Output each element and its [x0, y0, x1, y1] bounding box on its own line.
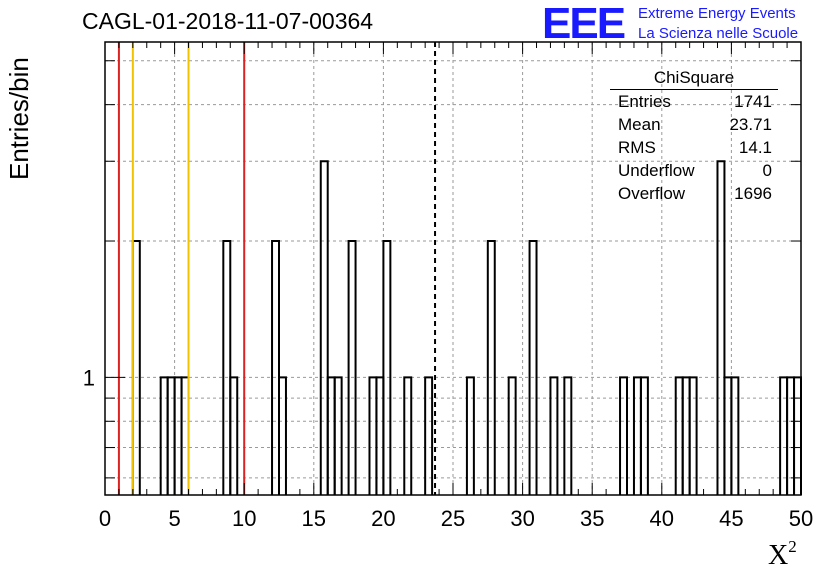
histogram-bin	[403, 376, 413, 495]
x-axis-label-symbol: X	[768, 540, 789, 571]
grid	[104, 42, 802, 495]
chart-title: CAGL-01-2018-11-07-00364	[82, 8, 374, 34]
histogram-bin	[271, 240, 280, 495]
histogram-bin	[793, 376, 802, 495]
stats-row: Underflow 0	[610, 159, 778, 182]
histogram-bin	[333, 376, 343, 495]
stats-value: 1696	[734, 184, 772, 203]
histogram-bin	[131, 240, 141, 495]
stats-row: RMS 14.1	[610, 136, 778, 159]
histogram-bin	[674, 376, 684, 495]
histogram-bin	[173, 376, 183, 495]
histogram-bin	[716, 160, 726, 495]
histogram-bin	[779, 376, 789, 495]
y-tick-label: 1	[83, 365, 95, 390]
histogram-bin	[486, 240, 496, 495]
x-tick-label: 50	[789, 506, 813, 531]
stats-box: ChiSquare Entries 1741 Mean 23.71 RMS 14.1 …	[610, 66, 778, 205]
logo-line-1: Extreme Energy Events	[638, 5, 796, 22]
logo-line-2: La Scienza nelle Scuole	[638, 25, 799, 42]
x-tick-label: 30	[510, 506, 534, 531]
histogram-bars	[131, 160, 802, 495]
stats-title: ChiSquare	[610, 66, 778, 90]
histogram-bin	[632, 376, 642, 495]
x-axis-label: X2	[768, 537, 797, 572]
stats-label: RMS	[618, 138, 656, 157]
histogram-bin	[229, 376, 239, 495]
x-tick-label: 40	[650, 506, 674, 531]
histogram-bin	[347, 240, 357, 495]
stats-label: Overflow	[618, 184, 686, 203]
histogram-bin	[619, 376, 628, 495]
histogram-bin	[375, 376, 385, 495]
histogram-bin	[723, 376, 733, 495]
histogram-bin	[382, 240, 392, 495]
histogram-bin	[563, 376, 573, 495]
stats-row: Overflow 1696	[610, 182, 778, 205]
histogram-bin	[222, 240, 232, 495]
stats-value: 14.1	[738, 138, 772, 157]
histogram-bin	[319, 160, 329, 495]
stats-label: Entries	[618, 92, 671, 111]
x-axis-label-exponent: 2	[788, 537, 797, 556]
histogram-bin	[730, 376, 740, 495]
x-tick-label: 0	[99, 506, 111, 531]
stats-row: Entries 1741	[610, 90, 778, 113]
histogram-bin	[465, 376, 475, 495]
stats-row: Mean 23.71	[610, 113, 778, 136]
x-tick-label: 35	[580, 506, 604, 531]
histogram-bin	[424, 376, 434, 495]
stats-label: Underflow	[618, 161, 695, 180]
x-tick-label: 20	[371, 506, 395, 531]
stats-value: 0	[762, 161, 772, 180]
histogram-bin	[507, 376, 517, 495]
marker-lines	[117, 42, 437, 495]
x-tick-label: 10	[232, 506, 256, 531]
histogram-bin	[368, 376, 378, 495]
histogram-bin	[180, 376, 190, 495]
histogram-bin	[528, 240, 538, 495]
histogram-bin	[681, 376, 691, 495]
stats-value: 1741	[734, 92, 772, 111]
histogram-bin	[786, 376, 796, 495]
stats-value: 23.71	[729, 115, 772, 134]
histogram-bin	[326, 376, 336, 495]
y-axis-label: Entries/bin	[4, 57, 34, 180]
histogram-bin	[278, 376, 287, 495]
histogram-bin	[639, 376, 649, 495]
x-tick-label: 5	[168, 506, 180, 531]
histogram-bin	[688, 376, 698, 495]
histogram-bin	[166, 376, 176, 495]
x-tick-label: 15	[302, 506, 326, 531]
x-tick-label: 25	[441, 506, 465, 531]
axis-ticks: 0 5 10 15 20 25 30 35 40 45 50 1	[83, 42, 813, 531]
eee-logo-mark: EEE	[542, 0, 626, 48]
histogram-bin	[549, 376, 559, 495]
histogram-bin	[159, 376, 169, 495]
stats-label: Mean	[618, 115, 661, 134]
x-tick-label: 45	[719, 506, 743, 531]
